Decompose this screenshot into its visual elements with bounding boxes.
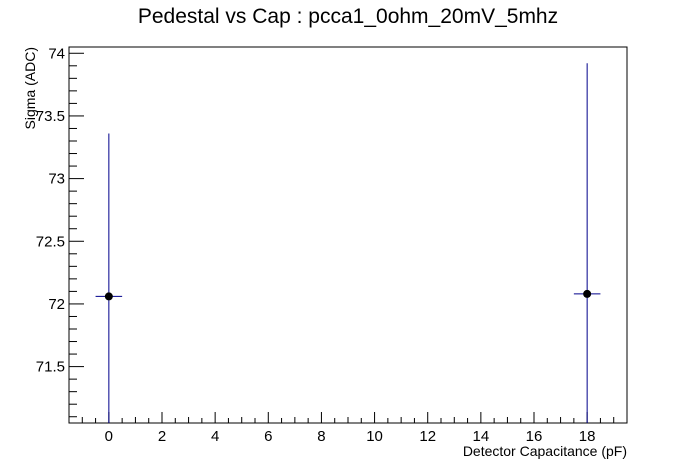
plot-frame [68,46,628,424]
x-tick-label: 2 [158,428,166,445]
y-tick-label: 73 [48,171,65,188]
x-tick-label: 12 [419,428,436,445]
x-tick-label: 10 [366,428,383,445]
x-tick-label: 6 [264,428,272,445]
x-tick-label: 4 [211,428,219,445]
y-axis-title: Sigma (ADC) [22,47,38,129]
data-point-marker [104,292,113,301]
data-points [95,63,601,423]
data-point-marker [583,289,592,298]
x-axis: 0 2 4 6 8 10 12 14 16 18 [68,412,628,445]
x-tick-label: 14 [473,428,490,445]
x-tick-label: 18 [579,428,596,445]
y-tick-label: 71.5 [36,359,65,376]
y-tick-label: 72 [48,296,65,313]
y-tick-label: 72.5 [36,233,65,250]
x-axis-title: Detector Capacitance (pF) [463,443,627,459]
chart-title: Pedestal vs Cap : pcca1_0ohm_20mV_5mhz [138,5,558,28]
y-tick-label: 73.5 [36,108,65,125]
y-tick-label: 74 [48,45,65,62]
y-axis: 71.5 72 72.5 73 73.5 74 [36,45,84,418]
x-tick-label: 16 [526,428,543,445]
x-tick-label: 8 [317,428,325,445]
x-tick-label: 0 [105,428,113,445]
